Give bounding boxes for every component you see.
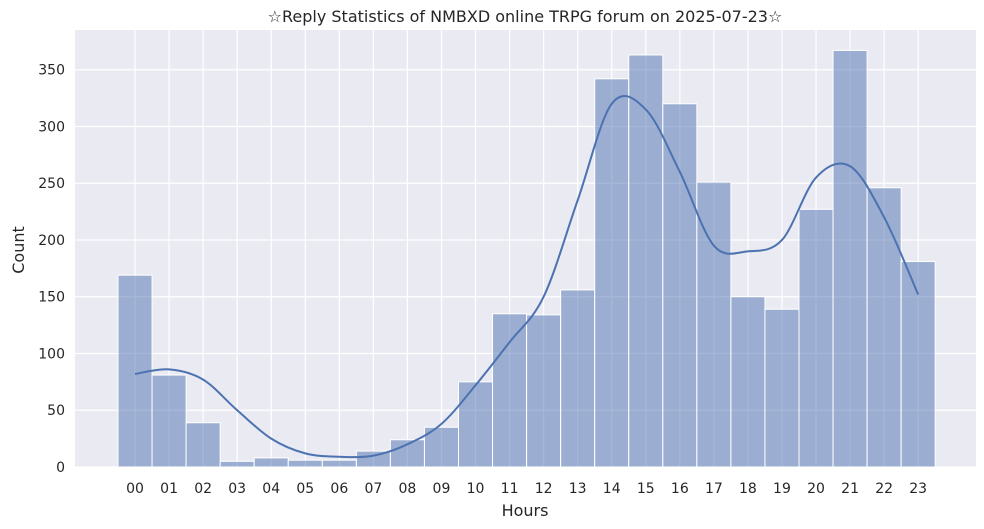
chart-title: ☆Reply Statistics of NMBXD online TRPG f…: [268, 7, 783, 26]
bar-15: [628, 54, 664, 468]
bar-06: [321, 459, 357, 468]
x-tick-label: 23: [909, 481, 927, 497]
x-tick-label: 10: [467, 481, 485, 497]
y-tick-label: 300: [38, 119, 65, 135]
kde-line: [134, 94, 920, 459]
x-tick-label: 13: [569, 481, 587, 497]
bar-17: [696, 181, 732, 468]
x-tick-label: 00: [126, 481, 144, 497]
y-tick-labels: 0 50 100 150 200 250 300 350: [38, 63, 65, 476]
bar-05: [287, 459, 323, 468]
x-tick-label: 11: [501, 481, 519, 497]
bar-20: [798, 208, 834, 468]
bar-16: [662, 103, 698, 468]
bar-23: [900, 261, 936, 468]
bar-22: [866, 187, 902, 468]
x-tick-label: 05: [296, 481, 314, 497]
bar-10: [458, 381, 494, 468]
x-tick-label: 17: [705, 481, 723, 497]
bar-12: [526, 314, 562, 468]
x-tick-label: 14: [603, 481, 621, 497]
bar-14: [594, 78, 630, 468]
y-tick-label: 200: [38, 233, 65, 249]
bar-13: [560, 289, 596, 468]
bar-18: [730, 296, 766, 468]
y-tick-label: 100: [38, 346, 65, 362]
x-tick-label: 01: [160, 481, 178, 497]
x-tick-label: 20: [807, 481, 825, 497]
y-tick-label: 0: [56, 460, 65, 476]
bar-04: [253, 457, 289, 468]
x-tick-label: 07: [364, 481, 382, 497]
x-tick-label: 06: [330, 481, 348, 497]
x-tick-label: 22: [875, 481, 893, 497]
y-tick-label: 150: [38, 290, 65, 306]
bar-01: [151, 374, 187, 468]
x-tick-label: 04: [262, 481, 280, 497]
x-tick-label: 12: [535, 481, 553, 497]
x-tick-label: 19: [773, 481, 791, 497]
x-tick-label: 02: [194, 481, 212, 497]
y-tick-label: 350: [38, 63, 65, 79]
x-axis-label: Hours: [502, 501, 549, 520]
bar-09: [423, 426, 460, 468]
bar-02: [185, 422, 221, 468]
x-tick-label: 09: [433, 481, 451, 497]
bar-19: [764, 308, 800, 468]
x-tick-labels: 00 01 02 03 04 05 06 07 08 09 10 11 12 13 14 15 16 17 18 19…: [126, 481, 927, 497]
bar-21: [832, 49, 868, 468]
x-tick-label: 15: [637, 481, 655, 497]
bar-11: [492, 313, 528, 468]
x-tick-label: 08: [399, 481, 417, 497]
x-tick-label: 18: [739, 481, 757, 497]
bar-03: [219, 460, 255, 468]
y-tick-label: 50: [47, 403, 65, 419]
bars: [117, 49, 936, 468]
y-tick-label: 250: [38, 176, 65, 192]
x-tick-label: 16: [671, 481, 689, 497]
y-axis-label: Count: [9, 226, 28, 274]
x-tick-label: 21: [841, 481, 859, 497]
x-tick-label: 03: [228, 481, 246, 497]
